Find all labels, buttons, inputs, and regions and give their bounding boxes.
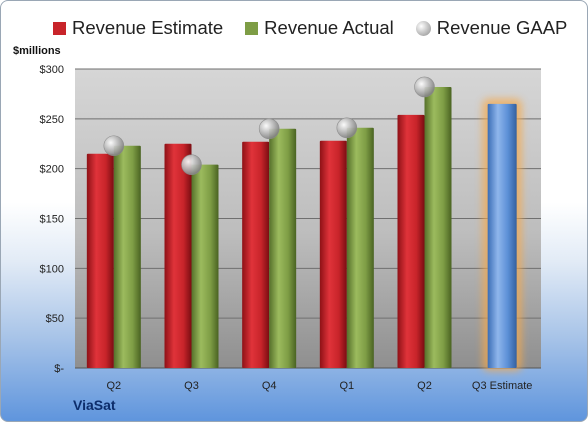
bar-revenue-actual: [424, 86, 452, 368]
x-tick-label: Q2: [106, 380, 121, 392]
y-axis-unit-label: $millions: [13, 45, 61, 57]
bars: [86, 86, 522, 371]
legend-swatch-estimate: [53, 21, 66, 35]
marker-revenue-gaap: [336, 117, 358, 139]
y-tick-label: $-: [54, 363, 64, 375]
y-tick-label: $300: [40, 64, 64, 76]
marker-revenue-gaap: [181, 154, 202, 175]
marker-revenue-gaap: [103, 135, 125, 157]
x-tick-label: Q3: [184, 380, 199, 392]
bar-revenue-estimate: [319, 140, 347, 368]
bar-revenue-estimate: [86, 153, 114, 368]
bar-revenue-actual: [346, 127, 374, 368]
company-name: ViaSat: [73, 397, 116, 413]
marker-revenue-gaap: [414, 76, 435, 98]
x-tick-label: Q2: [417, 380, 432, 392]
x-tick-label: Q3 Estimate: [472, 380, 533, 392]
grid-lines: [75, 68, 541, 369]
y-tick-label: $200: [40, 164, 64, 176]
x-tick-label: Q4: [262, 380, 277, 392]
legend-item-actual: Revenue Actual: [245, 17, 394, 39]
y-tick-label: $250: [40, 114, 64, 126]
bar-revenue-estimate: [397, 114, 425, 368]
legend-swatch-gaap: [415, 20, 431, 36]
legend-item-estimate: Revenue Estimate: [53, 17, 223, 39]
bar-revenue-estimate: [164, 143, 192, 368]
legend-item-gaap: Revenue GAAP: [415, 17, 568, 39]
bar-revenue-estimate: [242, 141, 270, 368]
bar-revenue-actual: [113, 145, 141, 368]
y-tick-label: $50: [46, 313, 64, 325]
bar-revenue-actual: [269, 128, 297, 368]
y-tick-label: $100: [40, 263, 64, 275]
gaap-markers: [103, 76, 435, 175]
x-tick-labels: Q2 Q3 Q4 Q1 Q2 Q3 Estimate: [106, 380, 532, 392]
legend: Revenue Estimate Revenue Actual Revenue …: [53, 17, 567, 39]
legend-swatch-actual: [245, 21, 259, 35]
x-tick-label: Q1: [339, 380, 354, 392]
marker-revenue-gaap: [258, 118, 280, 140]
legend-label-actual: Revenue Actual: [264, 17, 394, 38]
y-tick-label: $150: [40, 214, 64, 226]
bar-revenue-forecast: [487, 103, 517, 368]
bar-revenue-actual: [191, 164, 219, 368]
y-tick-labels: $- $50 $100 $150 $200 $250 $300: [40, 64, 65, 375]
legend-label-gaap: Revenue GAAP: [436, 17, 568, 38]
legend-label-estimate: Revenue Estimate: [72, 17, 224, 38]
